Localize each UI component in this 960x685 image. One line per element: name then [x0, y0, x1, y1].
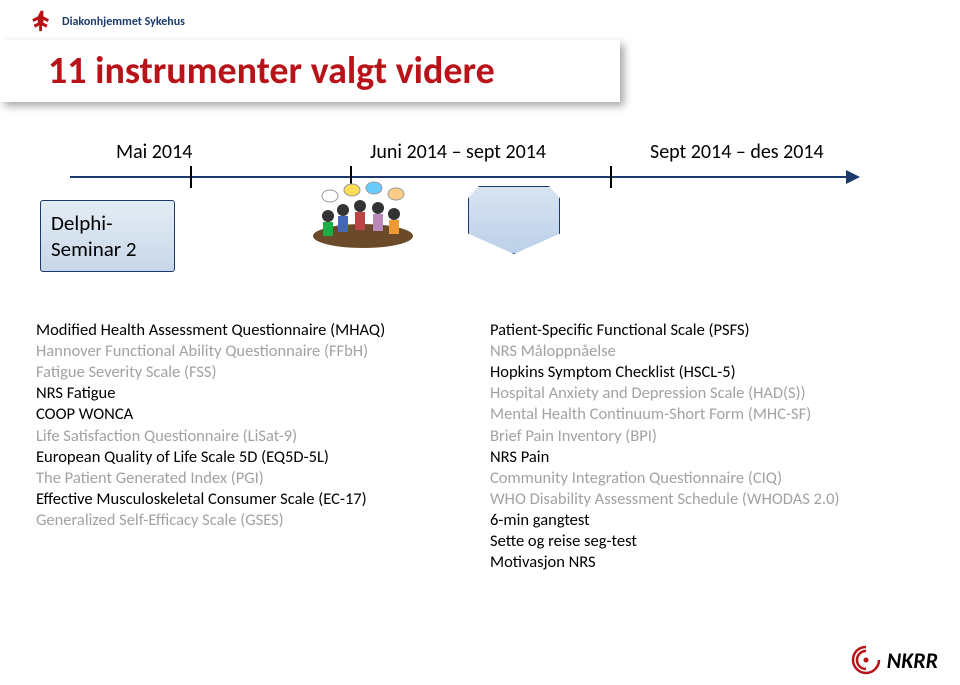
- instrument-item: Effective Musculoskeletal Consumer Scale…: [36, 489, 466, 510]
- instrument-item: Modified Health Assessment Questionnaire…: [36, 320, 466, 341]
- instrument-list-right: Patient-Specific Functional Scale (PSFS)…: [490, 320, 920, 573]
- title-bar: 11 instrumenter valgt videre: [0, 40, 620, 102]
- instrument-item: Hospital Anxiety and Depression Scale (H…: [490, 383, 920, 404]
- instrument-list-left: Modified Health Assessment Questionnaire…: [36, 320, 466, 573]
- timeline-tick: [610, 166, 612, 188]
- instrument-item: Mental Health Continuum-Short Form (MHC-…: [490, 404, 920, 425]
- timeline-line: [70, 176, 850, 178]
- timeline-tick: [190, 166, 192, 188]
- cross-icon: [28, 8, 56, 36]
- instrument-item: Sette og reise seg-test: [490, 531, 920, 552]
- instrument-item: Community Integration Questionnaire (CIQ…: [490, 468, 920, 489]
- instrument-item: NRS Måloppnåelse: [490, 341, 920, 362]
- instrument-item: WHO Disability Assessment Schedule (WHOD…: [490, 489, 920, 510]
- instrument-item: Patient-Specific Functional Scale (PSFS): [490, 320, 920, 341]
- timeline-label: Sept 2014 – des 2014: [650, 140, 824, 164]
- instrument-item: COOP WONCA: [36, 404, 466, 425]
- instrument-item: Life Satisfaction Questionnaire (LiSat-9…: [36, 426, 466, 447]
- instrument-item: European Quality of Life Scale 5D (EQ5D-…: [36, 447, 466, 468]
- instrument-item: The Patient Generated Index (PGI): [36, 468, 466, 489]
- timeline-label: Mai 2014: [116, 140, 192, 164]
- instrument-item: NRS Pain: [490, 447, 920, 468]
- instrument-columns: Modified Health Assessment Questionnaire…: [36, 320, 936, 573]
- delphi-line1: Delphi-: [51, 210, 174, 236]
- meeting-illustration: [308, 180, 418, 252]
- instrument-item: Fatigue Severity Scale (FSS): [36, 362, 466, 383]
- swirl-icon: [851, 645, 881, 675]
- instrument-item: Generalized Self-Efficacy Scale (GSES): [36, 510, 466, 531]
- timeline-arrow-icon: [846, 170, 860, 184]
- nkrr-logo: NKRR: [851, 645, 938, 675]
- instrument-item: Motivasjon NRS: [490, 552, 920, 573]
- hospital-logo: Diakonhjemmet Sykehus: [28, 8, 185, 36]
- delphi-seminar-box: Delphi- Seminar 2: [40, 200, 175, 272]
- instrument-item: Brief Pain Inventory (BPI): [490, 426, 920, 447]
- nkrr-text: NKRR: [887, 647, 938, 674]
- slide-title: 11 instrumenter valgt videre: [48, 48, 495, 94]
- timeline-label: Juni 2014 – sept 2014: [370, 140, 546, 164]
- instrument-item: NRS Fatigue: [36, 383, 466, 404]
- instrument-item: 6-min gangtest: [490, 510, 920, 531]
- instrument-item: Hopkins Symptom Checklist (HSCL-5): [490, 362, 920, 383]
- delphi-line2: Seminar 2: [51, 236, 174, 262]
- hospital-name: Diakonhjemmet Sykehus: [62, 15, 185, 29]
- instrument-item: Hannover Functional Ability Questionnair…: [36, 341, 466, 362]
